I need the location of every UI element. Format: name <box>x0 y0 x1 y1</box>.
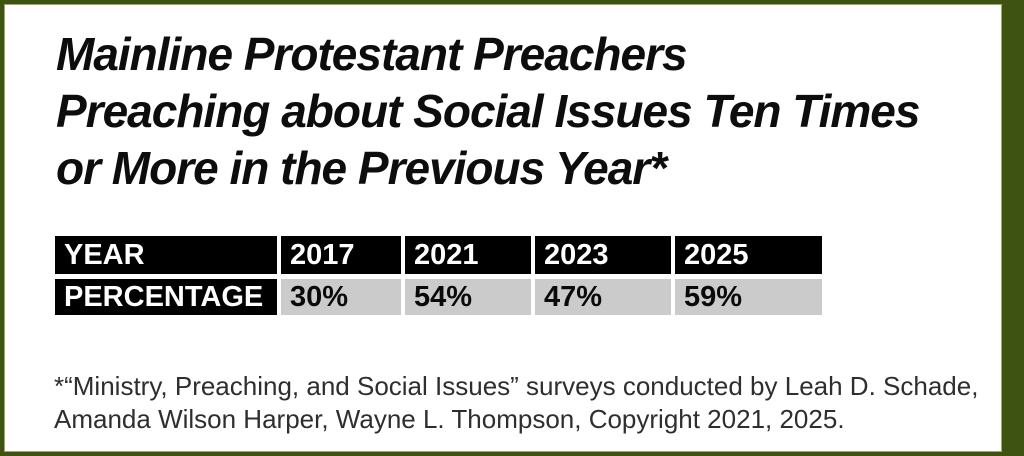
footnote-line-1: *“Ministry, Preaching, and Social Issues… <box>54 371 979 401</box>
page-title: Mainline Protestant Preachers Preaching … <box>56 26 920 197</box>
percentage-cell-2017: 30% <box>281 279 401 315</box>
year-cell-2023: 2023 <box>535 236 671 274</box>
year-cell-2025: 2025 <box>675 236 822 274</box>
source-footnote: *“Ministry, Preaching, and Social Issues… <box>54 370 978 436</box>
row-header-percentage: PERCENTAGE <box>55 279 277 315</box>
percentage-cell-2025: 59% <box>675 279 822 315</box>
title-line-1: Mainline Protestant Preachers <box>56 28 688 80</box>
year-cell-2021: 2021 <box>405 236 531 274</box>
survey-results-table: YEAR 2017 2021 2023 2025 PERCENTAGE 30% … <box>55 236 822 315</box>
footnote-line-2: Amanda Wilson Harper, Wayne L. Thompson,… <box>54 404 845 434</box>
percentage-cell-2021: 54% <box>405 279 531 315</box>
title-line-3: or More in the Previous Year* <box>56 142 667 194</box>
title-line-2: Preaching about Social Issues Ten Times <box>56 85 920 137</box>
row-header-year: YEAR <box>55 236 277 274</box>
year-cell-2017: 2017 <box>281 236 401 274</box>
percentage-cell-2023: 47% <box>535 279 671 315</box>
